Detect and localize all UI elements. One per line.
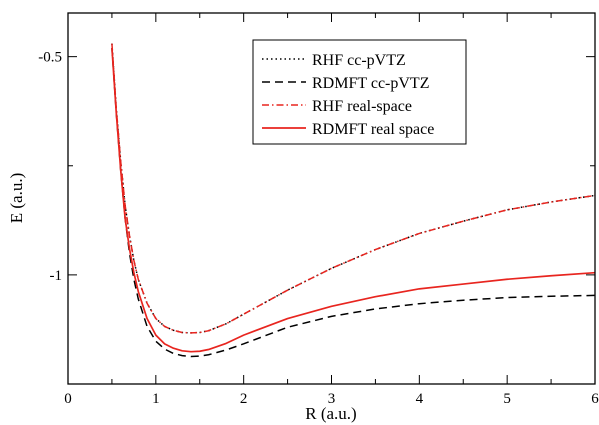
series-line-2: [111, 43, 595, 334]
x-tick-label: 2: [240, 391, 248, 407]
x-tick-label: 0: [64, 391, 72, 407]
y-tick-label: -1: [50, 268, 63, 284]
x-tick-label: 6: [591, 391, 599, 407]
series-layer: [111, 43, 595, 358]
x-tick-label: 3: [328, 391, 336, 407]
y-tick-label: -0.5: [38, 50, 62, 66]
series-line-1: [111, 47, 595, 358]
x-tick-label: 5: [503, 391, 511, 407]
legend-label-1: RDMFT cc-pVTZ: [312, 75, 429, 92]
legend-label-3: RDMFT real space: [312, 121, 434, 138]
x-axis-label: R (a.u.): [305, 404, 356, 423]
y-axis-label: E (a.u.): [7, 173, 26, 224]
series-line-3: [111, 47, 595, 353]
x-tick-label: 1: [152, 391, 160, 407]
legend-box: [252, 39, 467, 145]
x-tick-label: 4: [416, 391, 424, 407]
legend: RHF cc-pVTZ RDMFT cc-pVTZ RHF real-space RD…: [252, 39, 467, 145]
ticks-layer: 0 1 2 3 4 5 6 -1 -0.5: [38, 13, 599, 407]
legend-label-2: RHF real-space: [312, 98, 412, 115]
legend-label-0: RHF cc-pVTZ: [312, 52, 406, 69]
